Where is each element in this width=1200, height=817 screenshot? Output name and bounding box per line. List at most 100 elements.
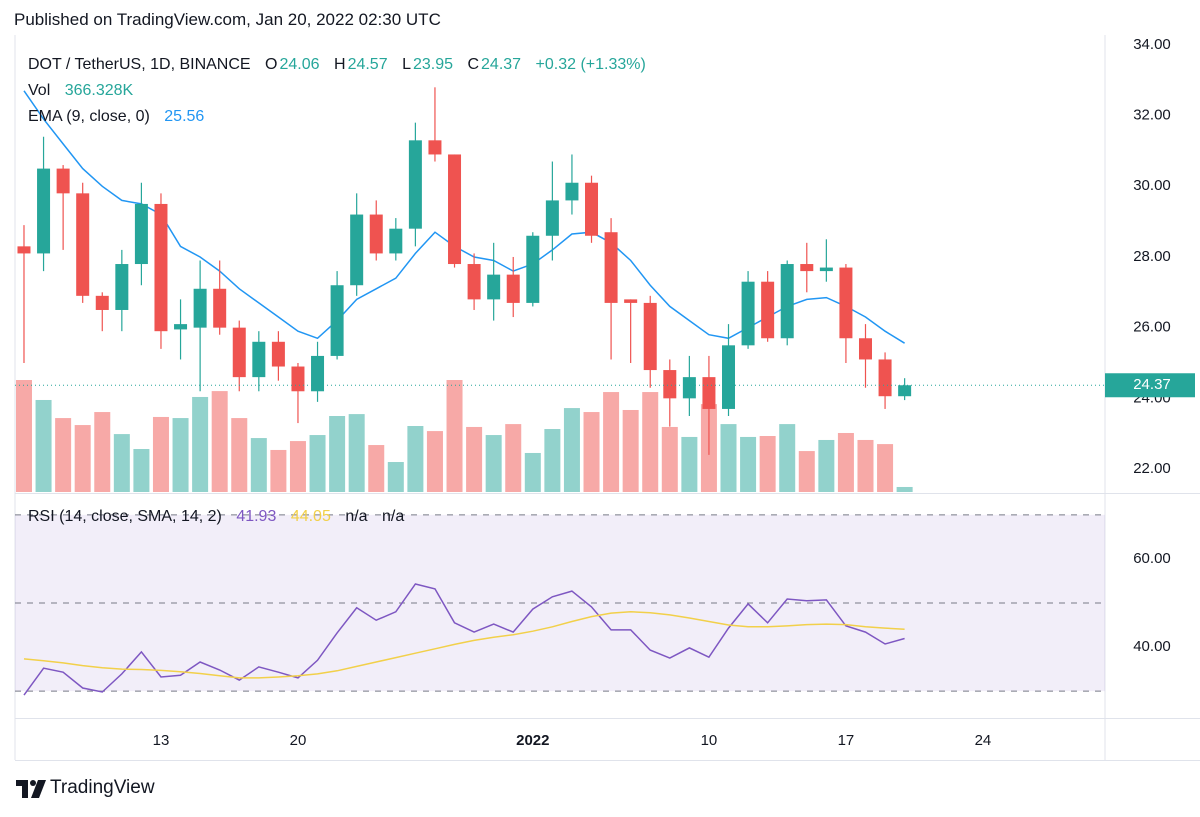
price-legend: DOT / TetherUS, 1D, BINANCE O 24.06 H 24.5… [28,56,648,74]
volume-bar [740,436,757,492]
ohlc-label: O [265,56,278,73]
volume-bar [211,391,228,492]
volume-bar [505,424,522,492]
volume-bar [152,416,169,492]
volume-bar [426,431,443,492]
candle-body [56,168,70,194]
candle-body [389,228,403,254]
volume-bar [289,441,306,492]
ohlc-label: C [467,56,480,73]
volume-bar [857,439,874,492]
y-tick-label: 28.00 [1133,248,1171,265]
y-tick-label: 26.00 [1133,319,1171,336]
symbol: DOT / TetherUS, 1D, BINANCE [28,56,251,73]
candle-body [839,267,853,339]
volume-bar [329,416,346,492]
x-tick-label: 2022 [516,732,549,749]
volume-bar [446,380,463,492]
x-tick-label: 10 [701,732,718,749]
volume-bar [55,418,72,492]
candle-body [17,246,31,254]
volume-bar [348,414,365,492]
candle-body [565,182,579,201]
candle-body [428,140,442,155]
volume-bar [759,436,776,492]
volume-value: 366.328K [64,82,134,99]
volume-bar [603,392,620,492]
volume-bar [877,444,894,492]
volume-bar [485,435,502,492]
candle-body [291,366,305,392]
volume-bar [231,418,248,492]
candle-body [232,327,246,378]
volume-bar [837,432,854,492]
ohlc-label: H [334,56,346,73]
ohlc-label: L [402,56,411,73]
volume-bar [661,426,678,492]
candle-body [526,235,540,303]
volume-bar [270,449,287,492]
candle-body [643,302,657,371]
volume-bar [583,412,600,492]
volume-bar [466,426,483,492]
logo-icon [16,780,46,798]
volume-bar [192,396,209,492]
volume-bar [94,412,111,492]
volume-bar [309,435,326,492]
candle-body [545,200,559,236]
rsi-na: n/a [382,508,405,525]
candle-body [722,345,736,409]
volume-bar [563,408,580,492]
candle-body [585,182,599,236]
brand: TradingView [50,777,155,798]
volume-bar [622,409,639,492]
candle-body [682,377,696,399]
candle-body [369,214,383,254]
ema-line [23,90,905,344]
candle-body [311,355,325,392]
volume-bar [113,434,130,492]
volume-bar [524,452,541,492]
volume-bar [779,424,796,492]
y-tick-label: 22.00 [1133,460,1171,477]
volume-bar [172,418,189,492]
volume-label: Vol [28,82,51,99]
rsi-value: 41.93 [236,508,277,525]
candle-body [37,168,51,254]
candle-body [448,154,462,265]
candle-body [604,232,618,303]
volume-bar [15,380,32,492]
volume-bar [74,425,91,492]
candle-body [819,267,833,272]
ohlc-value: 24.06 [279,56,320,73]
rsi-line [23,583,905,696]
volume-bar [368,445,385,492]
volume-bar [642,392,659,492]
volume-bar [818,439,835,492]
volume-bar [681,436,698,492]
candle-body [702,377,716,409]
x-tick-label: 24 [975,732,992,749]
candle-body [408,140,422,229]
candle-body [741,281,755,346]
rsi-legend: RSI (14, close, SMA, 14, 2) 41.93 44.05 … [28,508,406,526]
ohlc-value: 24.57 [347,56,388,73]
volume-bar [720,424,737,492]
y-tick-label: 30.00 [1133,177,1171,194]
volume-bar [896,486,913,492]
ohlc-value: 24.37 [481,56,522,73]
ohlc-value: 23.95 [412,56,454,73]
change-value: +0.32 (+1.33%) [535,56,646,73]
candle-body [174,324,188,330]
candle-body [467,264,481,300]
candle-body [898,385,912,397]
candle-body [487,274,501,300]
volume-bar [35,399,52,492]
candle-body [134,203,148,265]
volume-bar [250,438,267,492]
volume-bar [133,449,150,492]
candle-body [624,299,638,303]
volume-bar [387,462,404,492]
